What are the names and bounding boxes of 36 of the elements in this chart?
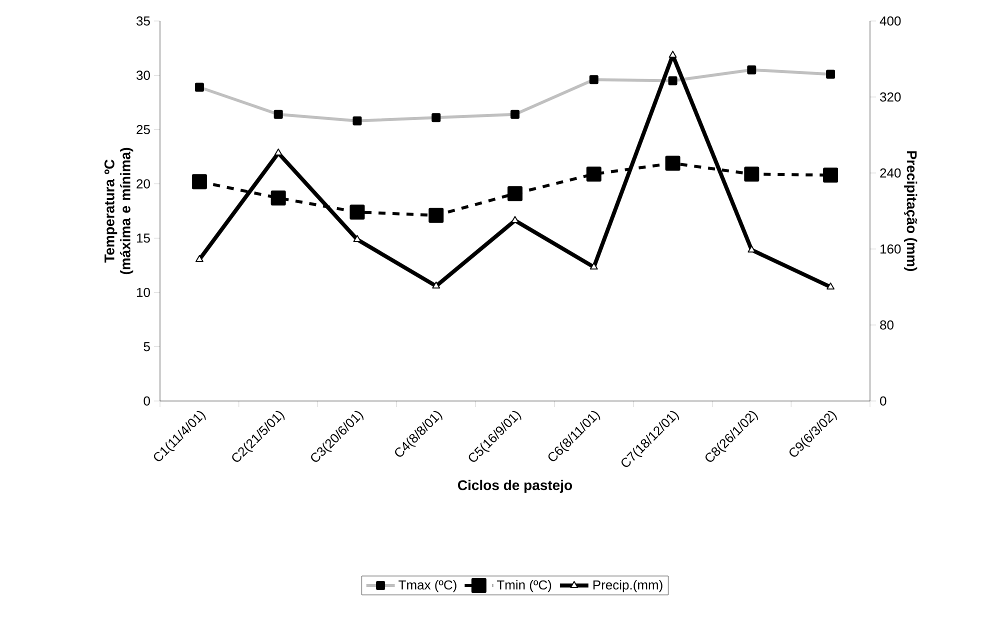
y-tick-label: 10 bbox=[136, 288, 150, 298]
y2-tick-label: 320 bbox=[880, 92, 901, 102]
point bbox=[270, 190, 286, 206]
point bbox=[274, 148, 282, 156]
point bbox=[432, 282, 440, 289]
y-tick-label: 25 bbox=[136, 124, 150, 134]
legend-label: Tmin (ºC) bbox=[496, 580, 552, 592]
point bbox=[195, 254, 204, 262]
y-tick-label: 35 bbox=[136, 16, 150, 26]
y2-tick-label: 400 bbox=[880, 16, 901, 26]
y2-tick-label: 0 bbox=[880, 396, 886, 406]
point bbox=[586, 166, 602, 182]
point bbox=[823, 168, 838, 183]
point bbox=[665, 156, 680, 171]
y-tick-label: 15 bbox=[136, 234, 150, 243]
y-tick-label: 20 bbox=[136, 179, 150, 188]
y2-axis-title: Precipitação (mm) bbox=[904, 151, 918, 271]
point bbox=[744, 166, 760, 182]
legend-label: Tmax (ºC) bbox=[398, 580, 456, 592]
point bbox=[590, 262, 598, 270]
y-axis-title: Temperatura ºC (máxima e mínima) bbox=[104, 148, 134, 274]
point bbox=[428, 208, 444, 223]
y2-tick-label: 160 bbox=[880, 244, 901, 254]
y-tick-label: 5 bbox=[144, 342, 150, 352]
y2-tick-label: 240 bbox=[880, 168, 901, 178]
legend-label: Precip.(mm) bbox=[593, 580, 662, 592]
x-axis-title: Ciclos de pastejo bbox=[458, 480, 572, 493]
point bbox=[192, 174, 207, 190]
point bbox=[508, 186, 522, 202]
point bbox=[350, 204, 365, 220]
y-tick-label: 30 bbox=[136, 70, 150, 80]
point bbox=[668, 50, 677, 58]
point bbox=[511, 216, 519, 223]
point bbox=[826, 282, 835, 290]
y-tick-label: 0 bbox=[144, 396, 150, 406]
y2-tick-label: 80 bbox=[880, 320, 894, 330]
